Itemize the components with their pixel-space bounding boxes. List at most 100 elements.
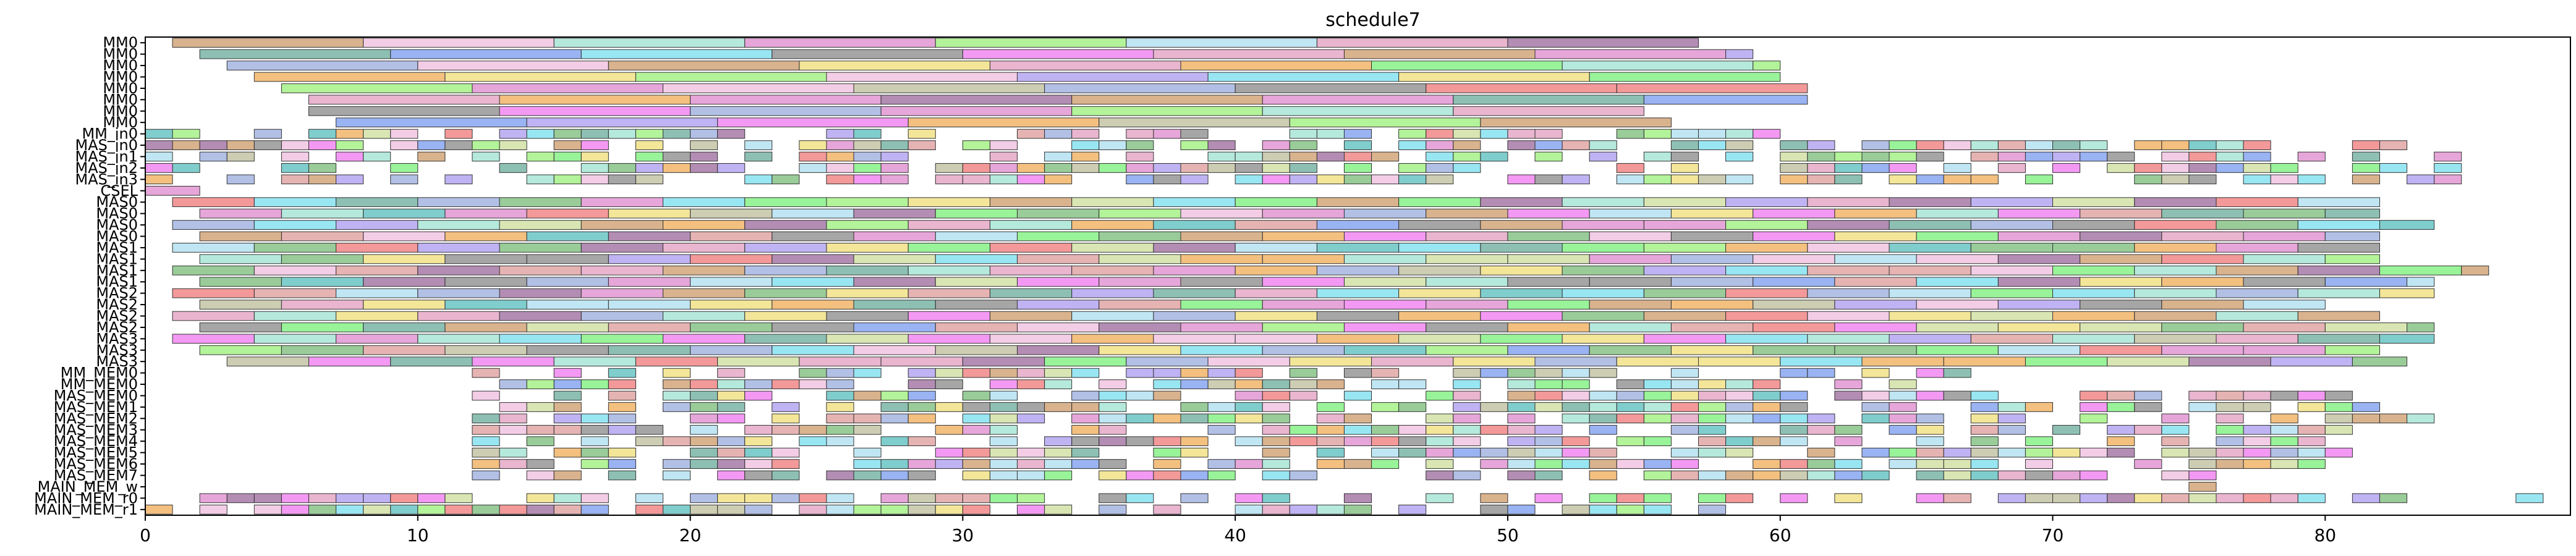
task-bar — [308, 106, 500, 116]
task-bar — [2216, 220, 2298, 230]
task-bar — [444, 504, 473, 515]
task-bar — [2134, 493, 2162, 503]
task-bar — [2161, 470, 2190, 481]
task-bar — [1643, 95, 1808, 105]
task-bar — [2107, 424, 2135, 435]
task-bar — [2052, 163, 2081, 173]
task-bar — [499, 413, 527, 424]
task-bar — [1343, 493, 1372, 503]
task-bar — [1262, 231, 1345, 242]
task-bar — [2243, 447, 2271, 458]
task-bar — [2107, 151, 2135, 162]
task-bar — [608, 424, 636, 435]
task-bar — [799, 504, 827, 515]
task-bar — [1180, 368, 1209, 378]
task-bar — [2379, 413, 2408, 424]
task-bar — [1099, 390, 1127, 401]
task-bar — [880, 356, 963, 367]
task-bar — [1126, 368, 1154, 378]
task-bar — [662, 334, 746, 344]
task-bar — [989, 368, 1018, 378]
task-bar — [553, 470, 582, 481]
task-bar — [526, 254, 609, 264]
task-bar — [1453, 424, 1481, 435]
task-bar — [1725, 140, 1754, 150]
task-bar — [1262, 493, 1290, 503]
task-bar — [1099, 413, 1127, 424]
task-bar — [2270, 390, 2298, 401]
task-bar — [1616, 356, 1699, 367]
task-bar — [989, 197, 1073, 208]
task-bar — [1153, 163, 1181, 173]
task-bar — [1916, 231, 1999, 242]
task-bar — [1207, 72, 1400, 82]
task-bar — [908, 334, 990, 344]
task-bar — [1807, 459, 1835, 469]
y-tick-label: MAIN_MEM_r0 — [34, 489, 138, 507]
task-bar — [635, 493, 663, 503]
task-bar — [1562, 197, 1644, 208]
task-bar — [1970, 424, 1999, 435]
task-bar — [2297, 402, 2326, 412]
y-tick-label: MAS_MEM3 — [54, 421, 138, 439]
task-bar — [390, 504, 419, 515]
task-bar — [2352, 356, 2408, 367]
task-bar — [962, 459, 990, 469]
task-bar — [281, 140, 309, 150]
task-bar — [1916, 436, 1944, 447]
task-bar — [444, 231, 527, 242]
task-bar — [308, 356, 391, 367]
x-tick-label: 60 — [1769, 525, 1792, 545]
task-bar — [199, 231, 282, 242]
task-bar — [1698, 174, 1727, 185]
task-bar — [853, 322, 936, 332]
y-tick-label: MAS_in2 — [75, 159, 138, 177]
task-bar — [935, 38, 1127, 48]
task-bar — [1480, 402, 1508, 412]
task-bar — [1916, 277, 1999, 287]
y-tick-label: MAS0 — [96, 216, 138, 234]
task-bar — [2107, 402, 2135, 412]
task-bar — [2270, 356, 2353, 367]
task-bar — [2243, 208, 2326, 219]
task-bar — [363, 504, 391, 515]
task-bar — [2407, 277, 2435, 287]
task-bar — [1943, 163, 1971, 173]
task-bar — [1044, 379, 1073, 389]
task-bar — [1099, 504, 1127, 515]
task-bar — [772, 322, 854, 332]
task-bar — [1725, 265, 1808, 276]
task-bar — [2025, 174, 2054, 185]
task-bar — [826, 220, 909, 230]
task-bar — [989, 470, 1018, 481]
task-bar — [363, 38, 555, 48]
task-bar — [281, 151, 309, 162]
task-bar — [1017, 413, 1045, 424]
task-bar — [2515, 493, 2544, 503]
task-bar — [2080, 277, 2162, 287]
task-bar — [336, 504, 364, 515]
task-bar — [935, 300, 1018, 310]
task-bar — [2134, 140, 2162, 150]
task-bar — [1180, 254, 1263, 264]
task-bar — [1480, 220, 1563, 230]
task-bar — [1507, 379, 1536, 389]
task-bar — [1099, 277, 1181, 287]
task-bar — [2352, 151, 2380, 162]
task-bar — [281, 300, 364, 310]
task-bar — [2080, 151, 2108, 162]
task-bar — [2352, 140, 2380, 150]
task-bar — [1507, 390, 1536, 401]
y-tick-label: MAS3 — [96, 330, 138, 347]
task-bar — [308, 504, 337, 515]
task-bar — [1153, 220, 1236, 230]
task-bar — [2134, 311, 2217, 321]
task-bar — [2243, 436, 2271, 447]
task-bar — [472, 424, 500, 435]
task-bar — [1807, 447, 1835, 458]
task-bar — [662, 151, 691, 162]
task-bar — [1780, 470, 1808, 481]
task-bar — [772, 208, 854, 219]
task-bar — [1889, 447, 1917, 458]
task-bar — [1017, 254, 1100, 264]
